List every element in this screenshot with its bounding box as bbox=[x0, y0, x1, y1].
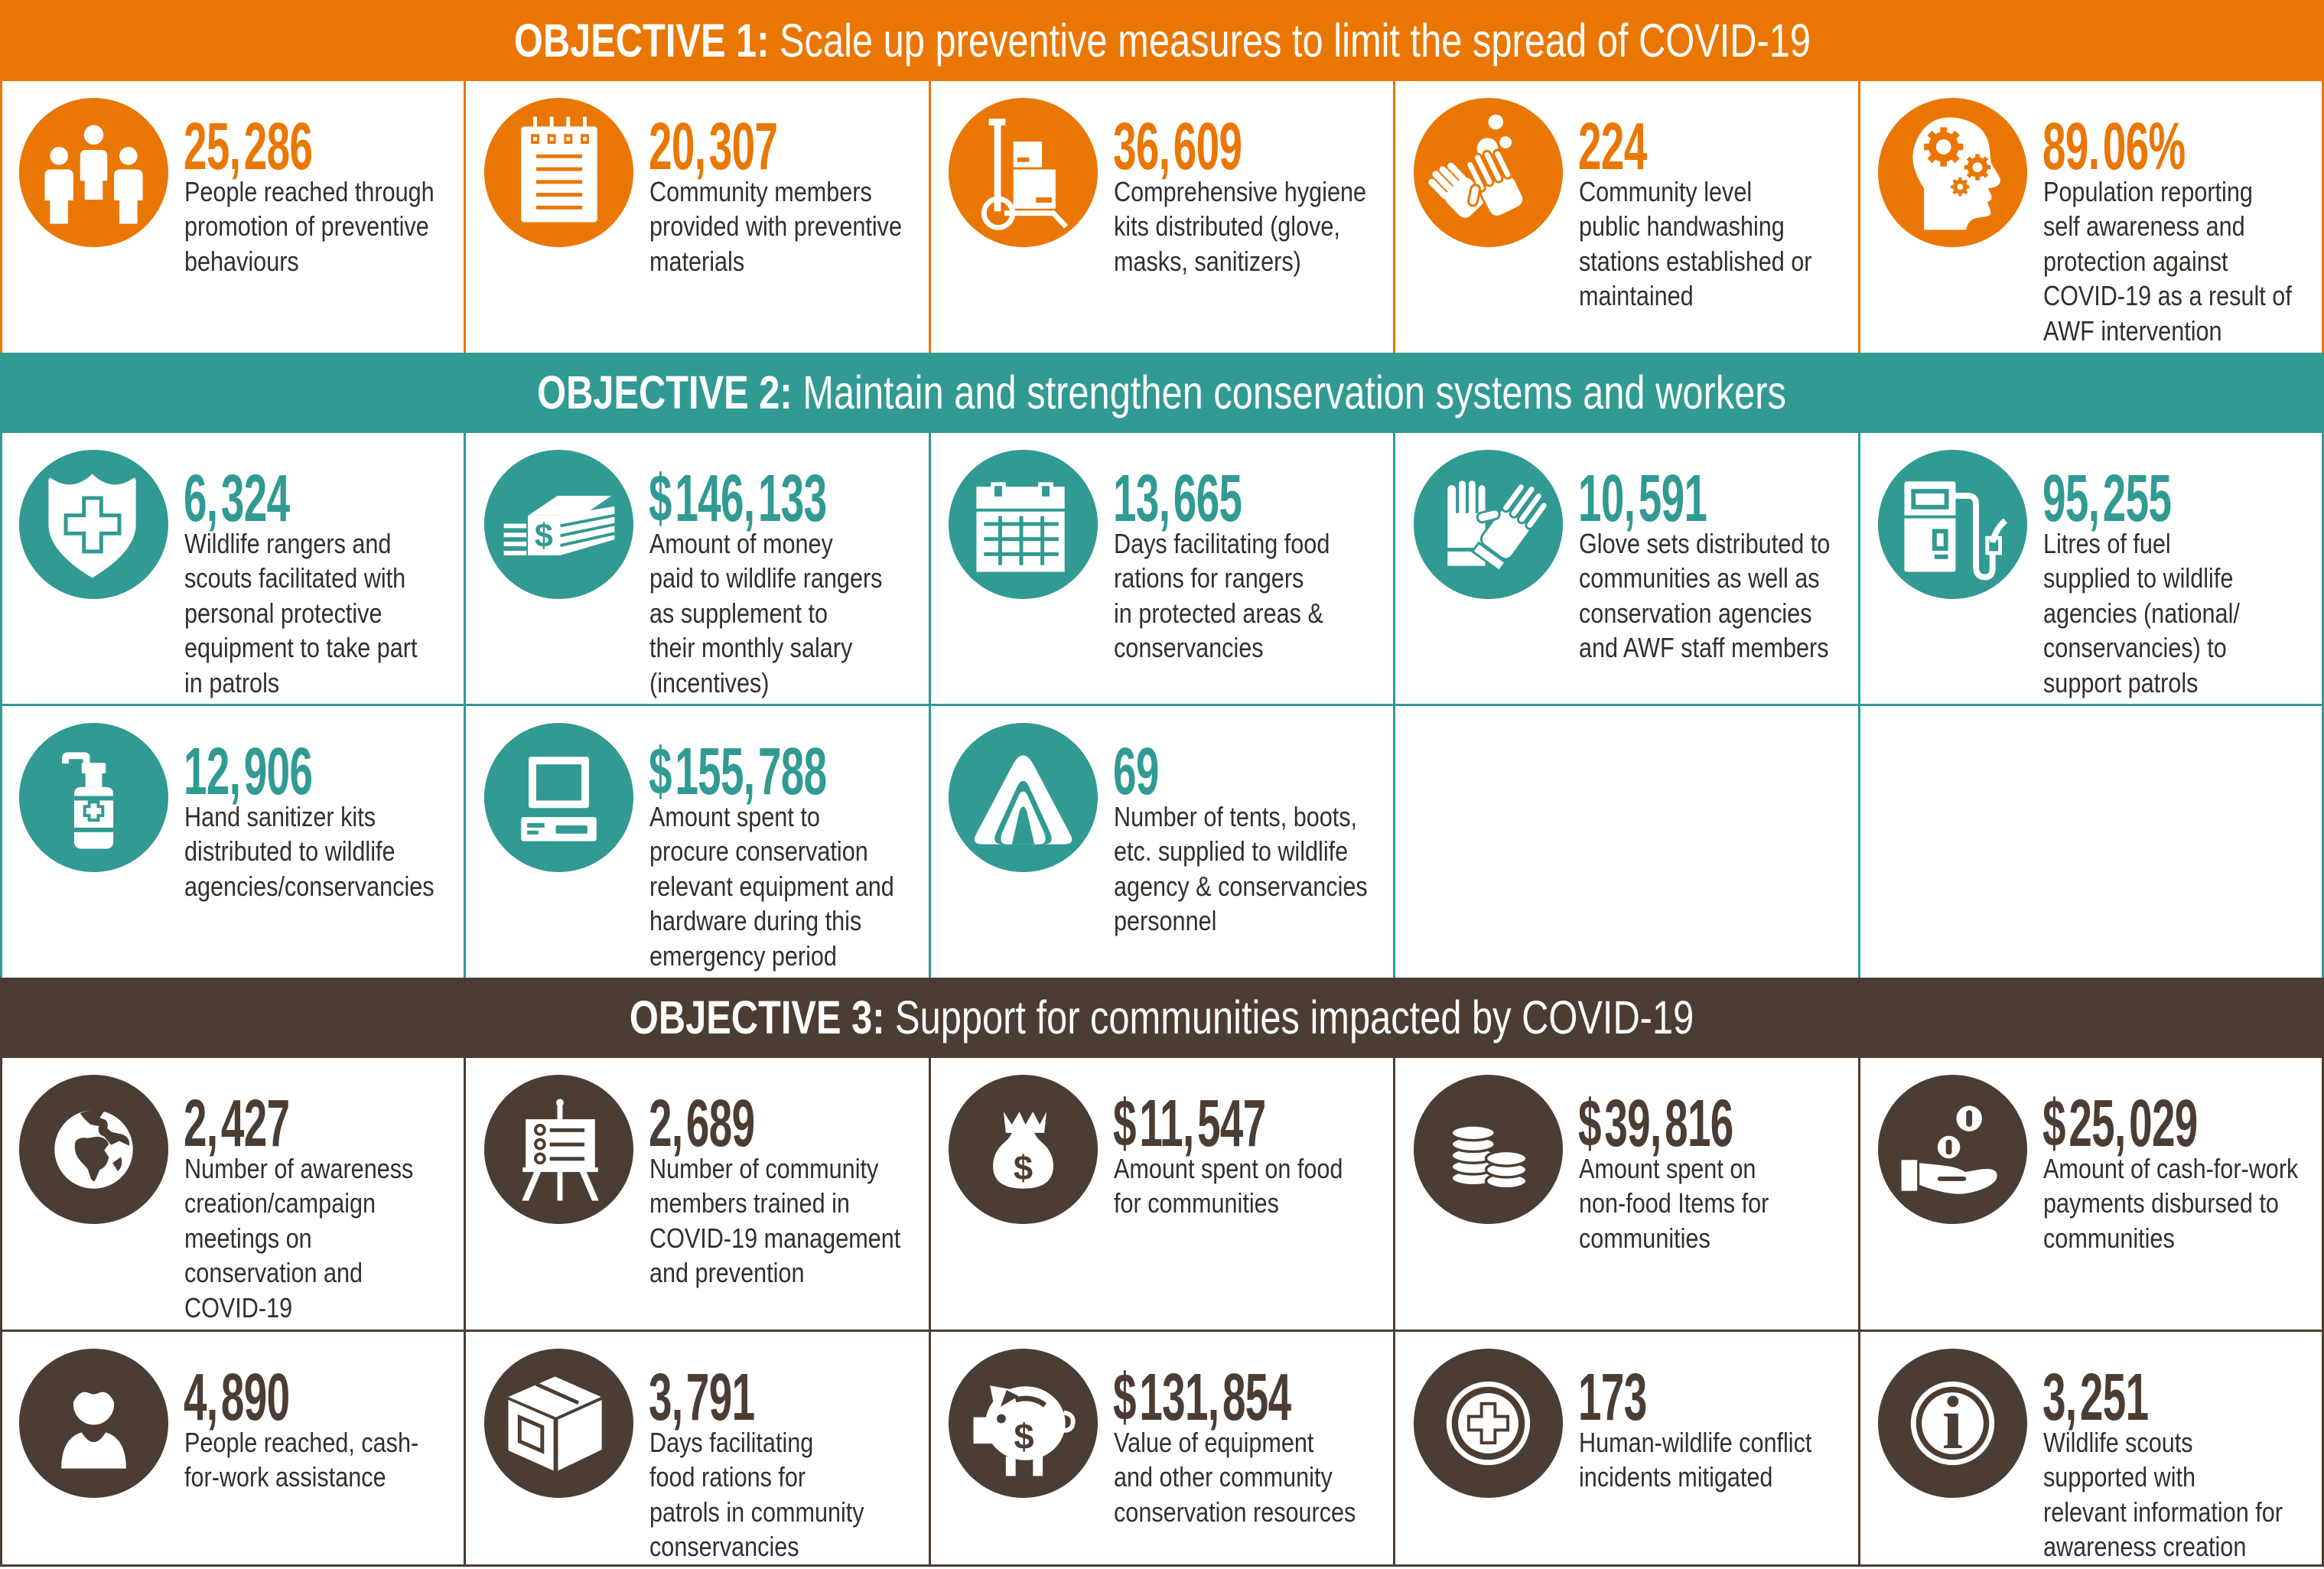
svg-text:$: $ bbox=[534, 518, 552, 555]
svg-text:$: $ bbox=[1014, 1148, 1033, 1187]
svg-text:$: $ bbox=[1014, 1417, 1034, 1457]
svg-text:i: i bbox=[1942, 1382, 1963, 1465]
